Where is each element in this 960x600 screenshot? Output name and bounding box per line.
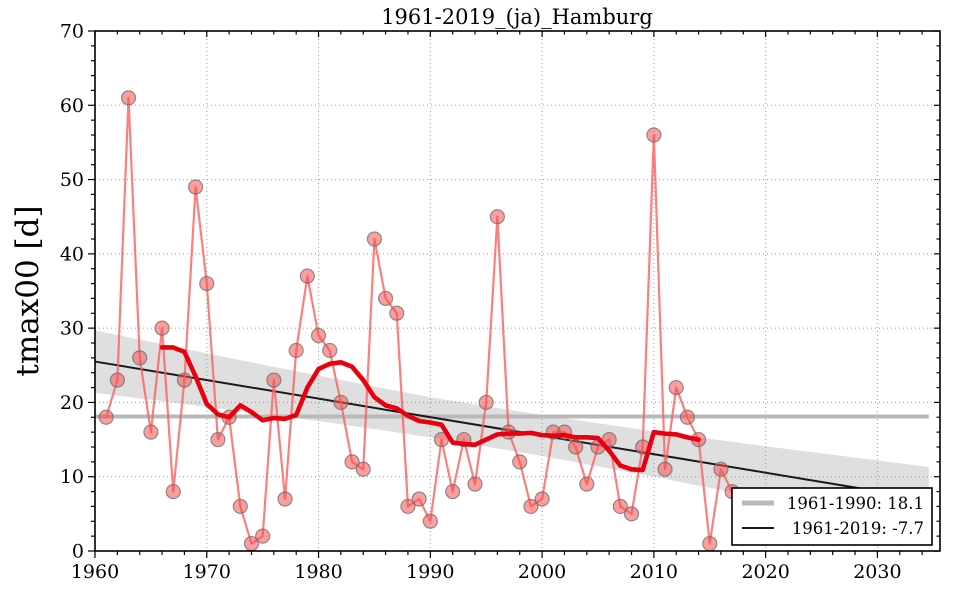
data-point-marker	[98, 409, 114, 425]
x-tick-label: 1970	[183, 561, 231, 583]
data-point-marker	[646, 127, 662, 143]
data-point-marker	[657, 461, 673, 477]
data-point-marker	[120, 90, 137, 106]
data-point-marker	[355, 461, 371, 477]
y-axis-label: tmax00 [d]	[10, 205, 46, 376]
y-tick-label: 20	[60, 392, 84, 414]
y-tick-label: 50	[60, 169, 84, 191]
data-point-marker	[568, 439, 584, 455]
data-point-marker	[422, 513, 438, 529]
data-point-marker	[612, 498, 628, 515]
data-point-marker	[702, 535, 718, 552]
smoothed-series-line	[159, 345, 701, 473]
data-point-marker	[199, 275, 215, 292]
data-point-marker	[445, 483, 461, 500]
data-point-marker	[623, 506, 640, 522]
data-point-marker	[143, 424, 159, 440]
data-point-marker	[668, 379, 684, 396]
data-point-marker	[187, 179, 204, 195]
legend: 1961-1990: 18.1 1961-2019: -7.7	[731, 487, 933, 546]
x-tick-label: 2000	[518, 561, 566, 583]
data-point-marker	[288, 342, 304, 359]
y-tick-label: 0	[72, 541, 84, 563]
data-point-marker	[165, 483, 181, 500]
data-point-marker	[132, 350, 148, 366]
data-point-marker	[366, 231, 383, 247]
data-point-marker	[232, 498, 248, 515]
x-tick-label: 2010	[630, 561, 678, 583]
data-point-marker	[109, 372, 125, 388]
x-tick-label: 1990	[406, 561, 454, 583]
y-tick-label: 60	[60, 95, 84, 117]
data-point-marker	[344, 454, 360, 470]
legend-box	[731, 487, 933, 546]
y-tick-label: 40	[60, 243, 84, 265]
data-point-marker	[713, 461, 729, 477]
data-point-marker	[534, 491, 550, 507]
data-point-marker	[389, 305, 405, 321]
data-point-marker	[512, 454, 528, 470]
y-tick-label: 10	[60, 466, 84, 488]
x-tick-label: 2020	[741, 561, 789, 583]
data-point-marker	[299, 268, 315, 284]
data-point-marker	[411, 491, 427, 507]
data-point-marker	[255, 528, 271, 544]
chart-title: 1961-2019_(ja)_Hamburg	[381, 5, 653, 29]
y-tick-label: 70	[60, 21, 84, 43]
data-series-layer	[98, 90, 763, 552]
y-tick-label: 30	[60, 318, 84, 340]
data-point-marker	[579, 476, 595, 492]
data-point-marker	[478, 394, 494, 411]
data-point-marker	[333, 394, 349, 411]
data-point-marker	[322, 342, 338, 359]
plot-frame	[94, 30, 941, 552]
data-point-marker	[277, 491, 293, 507]
x-tick-label: 1980	[294, 561, 342, 583]
legend-label-mean: 1961-1990: 18.1	[787, 494, 924, 513]
data-point-marker	[266, 372, 282, 388]
legend-label-trend: 1961-2019: -7.7	[792, 519, 924, 538]
data-point-marker	[679, 409, 695, 425]
data-point-marker	[310, 327, 327, 344]
data-point-marker	[400, 498, 416, 515]
x-tick-label: 1960	[71, 561, 119, 583]
data-point-marker	[154, 320, 170, 336]
data-point-marker	[378, 290, 394, 307]
data-point-marker	[467, 476, 483, 492]
axes-layer: 1960 1970 1980 1990 2000 2010 2020 203001020304…	[60, 21, 941, 583]
data-point-marker	[489, 209, 505, 225]
data-point-marker	[176, 372, 193, 388]
x-tick-label: 2030	[853, 561, 901, 583]
data-point-marker	[210, 431, 226, 448]
data-point-marker	[523, 498, 539, 515]
